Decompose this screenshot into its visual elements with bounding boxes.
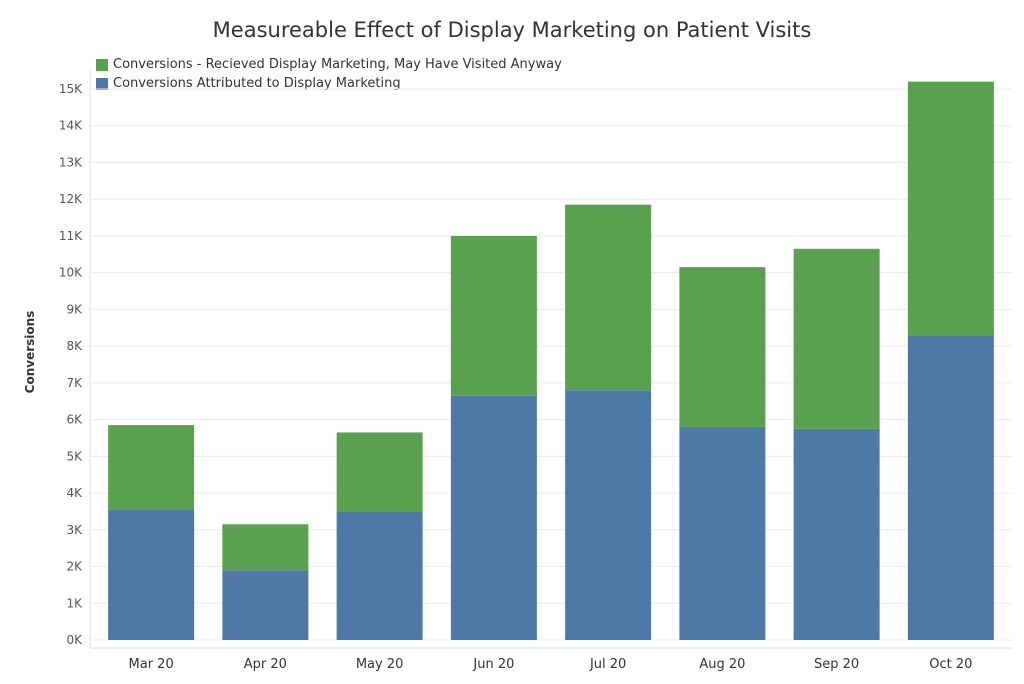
x-tick-label: Oct 20 <box>929 657 972 672</box>
bar-attributed-mar-20[interactable] <box>108 510 194 640</box>
y-tick-label: 10K <box>59 266 83 280</box>
bar-anyway-oct-20[interactable] <box>908 82 994 335</box>
y-tick-label: 5K <box>66 449 83 463</box>
x-tick-label: Jun 20 <box>472 657 514 672</box>
y-tick-label: 6K <box>66 413 83 427</box>
bar-anyway-jul-20[interactable] <box>565 205 651 391</box>
y-tick-label: 0K <box>66 633 83 647</box>
y-tick-label: 7K <box>66 376 83 390</box>
x-tick-label: Mar 20 <box>129 657 174 672</box>
x-tick-label: Aug 20 <box>699 657 745 672</box>
bar-anyway-may-20[interactable] <box>337 432 423 511</box>
bar-attributed-jul-20[interactable] <box>565 390 651 640</box>
y-tick-label: 4K <box>66 486 83 500</box>
x-tick-label: Sep 20 <box>814 657 859 672</box>
bar-anyway-apr-20[interactable] <box>222 524 308 570</box>
y-tick-label: 13K <box>59 155 83 169</box>
y-tick-label: 14K <box>59 119 83 133</box>
y-tick-label: 2K <box>66 560 83 574</box>
bars <box>108 82 994 640</box>
y-tick-label: 8K <box>66 339 83 353</box>
bar-anyway-mar-20[interactable] <box>108 425 194 509</box>
bar-attributed-oct-20[interactable] <box>908 335 994 640</box>
y-tick-label: 1K <box>66 596 83 610</box>
bar-anyway-aug-20[interactable] <box>679 267 765 427</box>
y-tick-label: 3K <box>66 523 83 537</box>
bar-attributed-jun-20[interactable] <box>451 396 537 640</box>
x-tick-labels: Mar 20 Apr 20 May 20 Jun 20 Jul 20 Aug 20 Sep … <box>129 657 973 672</box>
bar-attributed-may-20[interactable] <box>337 511 423 640</box>
bar-attributed-sep-20[interactable] <box>794 429 880 640</box>
x-tick-label: May 20 <box>356 657 404 672</box>
bar-attributed-aug-20[interactable] <box>679 427 765 640</box>
y-tick-label: 15K <box>59 82 83 96</box>
x-tick-label: Jul 20 <box>589 657 626 672</box>
y-tick-label: 11K <box>59 229 83 243</box>
x-tick-label: Apr 20 <box>244 657 287 672</box>
y-tick-label: 12K <box>59 192 83 206</box>
chart-plot: 0K 1K 2K 3K 4K 5K 6K 7K 8K 9K 10K 11K 12K 13K 14K 15K M… <box>0 0 1024 684</box>
bar-anyway-jun-20[interactable] <box>451 236 537 396</box>
bar-anyway-sep-20[interactable] <box>794 249 880 429</box>
y-tick-labels: 0K 1K 2K 3K 4K 5K 6K 7K 8K 9K 10K 11K 12K 13K 14K 15K <box>59 82 83 647</box>
bar-attributed-apr-20[interactable] <box>222 570 308 640</box>
y-tick-label: 9K <box>66 302 83 316</box>
